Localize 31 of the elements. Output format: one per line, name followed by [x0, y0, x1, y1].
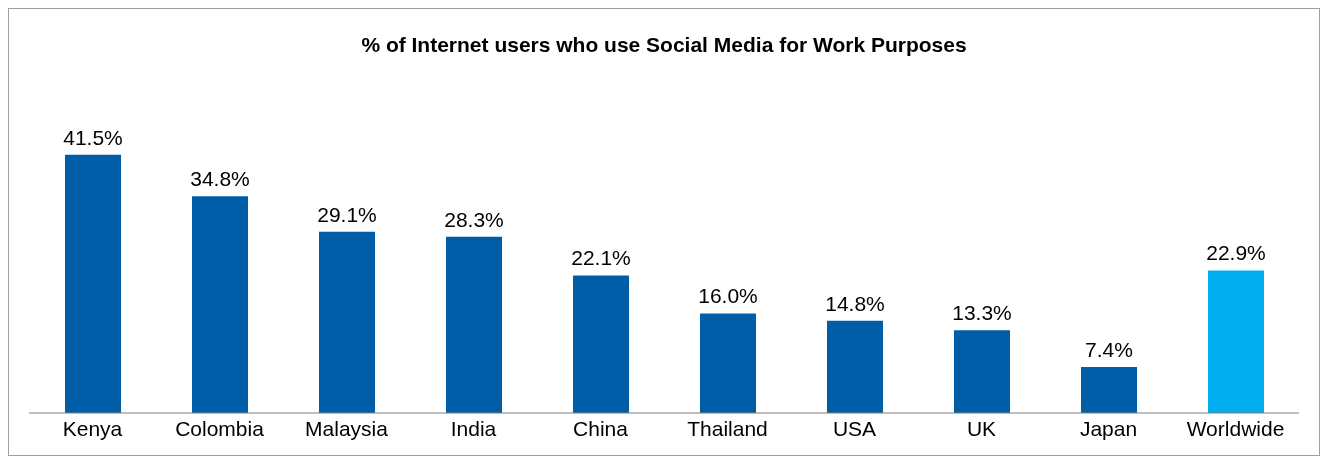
data-label: 34.8%: [190, 167, 250, 191]
bar: [65, 154, 121, 413]
x-tick-label: Malaysia: [305, 416, 389, 440]
data-label: 41.5%: [63, 125, 123, 149]
data-label: 29.1%: [317, 202, 377, 226]
x-tick-label: Colombia: [175, 416, 265, 440]
bar: [1208, 270, 1264, 413]
data-label: 7.4%: [1085, 337, 1133, 361]
bar: [446, 236, 502, 413]
x-tick-label: Kenya: [62, 416, 123, 440]
chart-title: % of Internet users who use Social Media for Work Purposes: [360, 32, 968, 58]
x-tick-label: Thailand: [687, 416, 768, 440]
data-label: 22.1%: [571, 246, 631, 270]
bar: [573, 275, 629, 413]
bar: [319, 231, 375, 413]
x-tick-label: Worldwide: [1186, 416, 1285, 440]
data-label: 13.3%: [952, 301, 1012, 325]
data-label: 16.0%: [698, 284, 758, 308]
bar: [700, 313, 756, 413]
x-tick-label: Japan: [1079, 416, 1138, 440]
data-label: 28.3%: [444, 207, 504, 231]
data-label: 22.9%: [1206, 241, 1266, 265]
bar: [827, 320, 883, 413]
bar: [1081, 366, 1137, 413]
x-tick-label: China: [573, 416, 629, 440]
bar: [192, 196, 248, 413]
x-tick-label: UK: [966, 416, 997, 440]
x-tick-label: India: [450, 416, 497, 440]
data-label: 14.8%: [825, 291, 885, 315]
bar: [954, 330, 1010, 413]
x-tick-label: USA: [832, 416, 877, 440]
